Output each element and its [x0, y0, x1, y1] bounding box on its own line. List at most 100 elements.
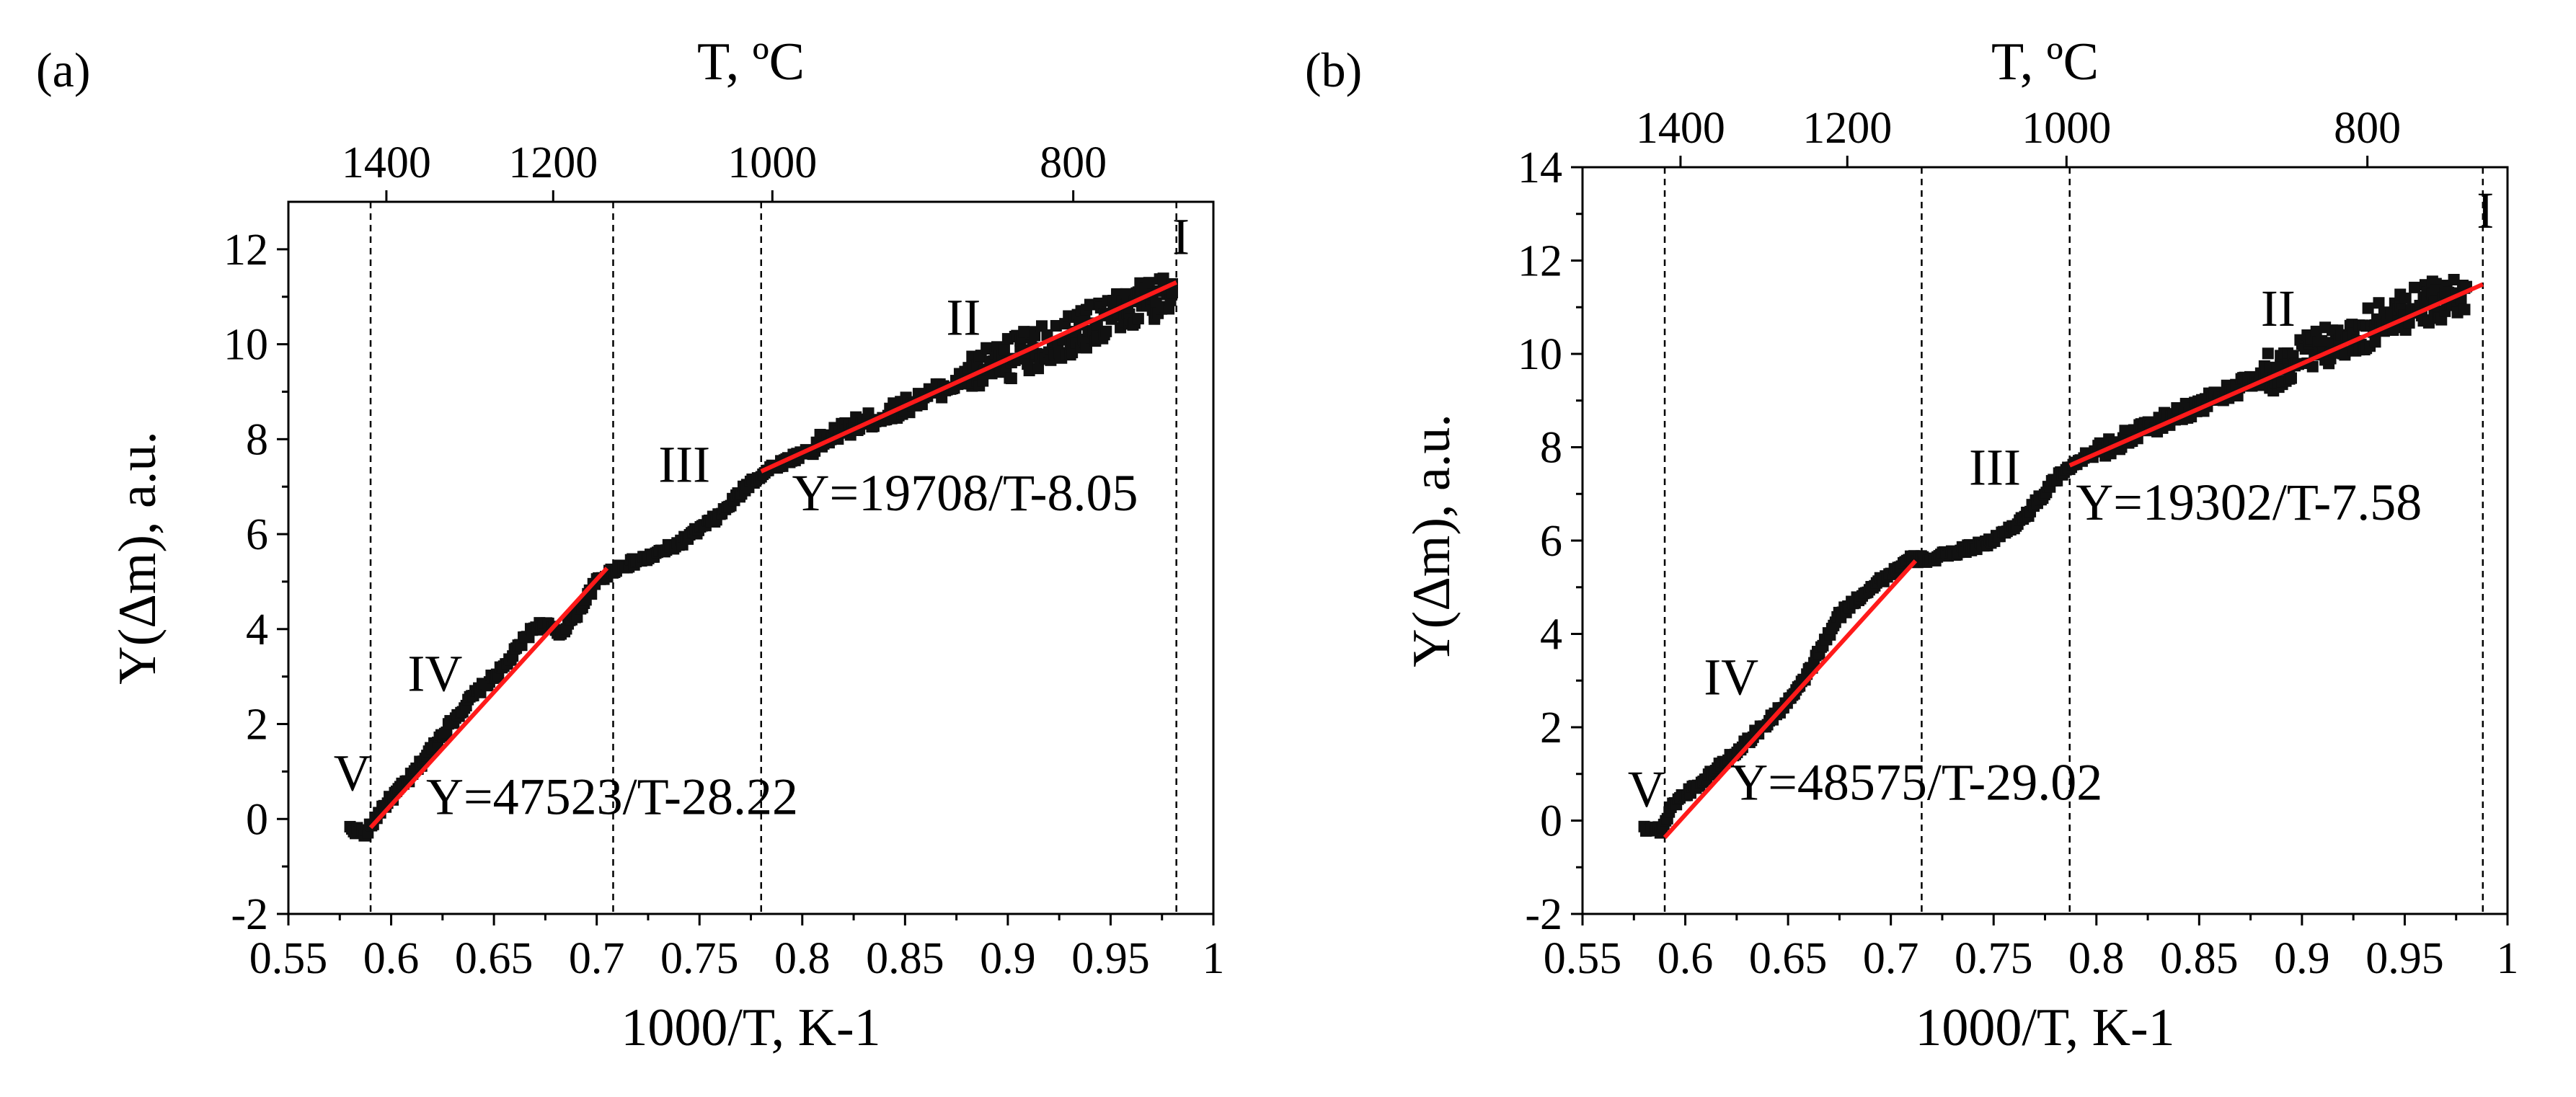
- y-axis-title: Y(Δm), a.u.: [108, 431, 167, 685]
- x-tick-label: 0.8: [2068, 934, 2125, 983]
- panel-label: (b): [1305, 43, 1362, 97]
- top-tick-label: 1400: [342, 138, 431, 187]
- data-point: [2316, 334, 2328, 347]
- x-axis-title: 1000/T, K-1: [1915, 998, 2174, 1057]
- x-tick-label: 0.9: [2274, 934, 2330, 983]
- top-tick-label: 1000: [2022, 104, 2111, 153]
- fit-equation-label: Y=19708/T-8.05: [792, 464, 1138, 522]
- region-label: V: [334, 745, 371, 802]
- data-point: [1029, 329, 1041, 342]
- data-point: [998, 344, 1010, 356]
- top-axis-title: T, ºC: [1991, 32, 2099, 92]
- x-tick-label: 0.95: [1071, 934, 1150, 983]
- y-tick-label: 2: [1540, 703, 1562, 752]
- x-tick-label: 0.75: [660, 934, 739, 983]
- top-tick-label: 800: [1040, 138, 1107, 187]
- x-tick-label: 0.9: [980, 934, 1036, 983]
- x-tick-label: 0.85: [2160, 934, 2239, 983]
- x-axis-title: 1000/T, K-1: [621, 998, 880, 1057]
- y-axis-title: Y(Δm), a.u.: [1402, 414, 1461, 667]
- y-tick-label: 12: [1518, 237, 1562, 286]
- data-point: [2339, 349, 2351, 361]
- y-tick-label: 0: [246, 795, 268, 844]
- data-point: [2369, 336, 2381, 348]
- region-label: III: [1969, 438, 2021, 496]
- x-tick-label: 1: [1203, 934, 1225, 983]
- top-tick-label: 800: [2334, 104, 2401, 153]
- data-point: [1143, 277, 1155, 289]
- data-point: [1120, 288, 1132, 300]
- data-point: [2310, 325, 2322, 337]
- data-point: [1050, 320, 1062, 332]
- panel-label: (a): [36, 43, 90, 97]
- chart-panel-a: (a) 0.55 0.6 0.65 0.7 0.75 0.8 0.85 0.9 0.95 1 -2 0 2…: [36, 32, 1225, 1057]
- x-tick-label: 0.6: [1657, 934, 1714, 983]
- y-tick-label: 10: [1518, 330, 1562, 379]
- data-point: [1005, 373, 1017, 385]
- region-label: IV: [407, 644, 462, 702]
- data-point: [1035, 320, 1048, 332]
- data-point: [1100, 325, 1112, 337]
- y-tick-label: 2: [246, 701, 268, 750]
- x-tick-label: 0.7: [569, 934, 625, 983]
- fit-equation-label: Y=47523/T-28.22: [426, 768, 798, 826]
- fit-equation-label: Y=48575/T-29.02: [1730, 753, 2102, 811]
- top-tick-label: 1000: [727, 138, 817, 187]
- x-tick-label: 0.7: [1863, 934, 1919, 983]
- region-label: II: [946, 288, 981, 346]
- x-tick-label: 0.55: [249, 934, 328, 983]
- region-label: IV: [1704, 649, 1758, 706]
- x-tick-label: 0.55: [1544, 934, 1622, 983]
- fit-equation-label: Y=19302/T-7.58: [2076, 474, 2422, 531]
- x-tick-label: 1: [2497, 934, 2519, 983]
- data-point: [2458, 303, 2471, 316]
- x-tick-label: 0.6: [363, 934, 420, 983]
- fit-line: [1663, 559, 1918, 839]
- y-tick-label: 4: [1540, 610, 1562, 659]
- x-tick-label: 0.8: [774, 934, 831, 983]
- region-label: II: [2261, 280, 2296, 337]
- x-tick-label: 0.95: [2365, 934, 2444, 983]
- region-label: I: [2477, 182, 2494, 239]
- data-point: [2373, 297, 2385, 309]
- data-point: [1084, 298, 1096, 311]
- data-point: [2362, 302, 2374, 314]
- x-tick-label: 0.65: [1749, 934, 1828, 983]
- fit-line: [368, 567, 609, 830]
- x-tick-label: 0.65: [455, 934, 534, 983]
- top-axis-title: T, ºC: [697, 32, 805, 92]
- top-tick-label: 1200: [508, 138, 598, 187]
- data-point: [1032, 363, 1045, 375]
- y-tick-label: 0: [1540, 797, 1562, 846]
- fit-line: [760, 280, 1177, 474]
- y-tick-label: 4: [246, 605, 268, 654]
- x-tick-label: 0.75: [1955, 934, 2033, 983]
- region-label: III: [658, 436, 710, 494]
- y-tick-label: 6: [246, 510, 268, 559]
- top-tick-label: 1200: [1802, 104, 1892, 153]
- data-point: [1132, 313, 1144, 325]
- region-label: I: [1172, 208, 1190, 265]
- x-tick-label: 0.85: [866, 934, 944, 983]
- data-point: [2409, 281, 2421, 293]
- y-tick-label: 8: [246, 415, 268, 464]
- data-point: [1166, 287, 1178, 299]
- y-tick-label: 10: [223, 321, 268, 370]
- data-point: [2285, 372, 2298, 384]
- data-point: [1023, 365, 1035, 377]
- data-point: [2399, 292, 2412, 304]
- fit-line: [2068, 282, 2484, 468]
- y-tick-label: -2: [231, 890, 268, 939]
- data-point: [1080, 342, 1092, 354]
- region-label: V: [1628, 760, 1665, 818]
- chart-panel-b: (b) 0.55 0.6 0.65 0.7 0.75 0.8 0.85 0.9 0.95 1 -2 0 2…: [1305, 32, 2519, 1057]
- y-tick-label: 12: [223, 226, 268, 275]
- data-point: [2306, 360, 2319, 373]
- data-point: [2119, 425, 2131, 437]
- y-tick-label: 14: [1518, 143, 1562, 192]
- data-point: [2448, 274, 2460, 286]
- y-tick-label: -2: [1525, 890, 1562, 939]
- y-tick-label: 8: [1540, 424, 1562, 473]
- data-point: [2422, 316, 2435, 329]
